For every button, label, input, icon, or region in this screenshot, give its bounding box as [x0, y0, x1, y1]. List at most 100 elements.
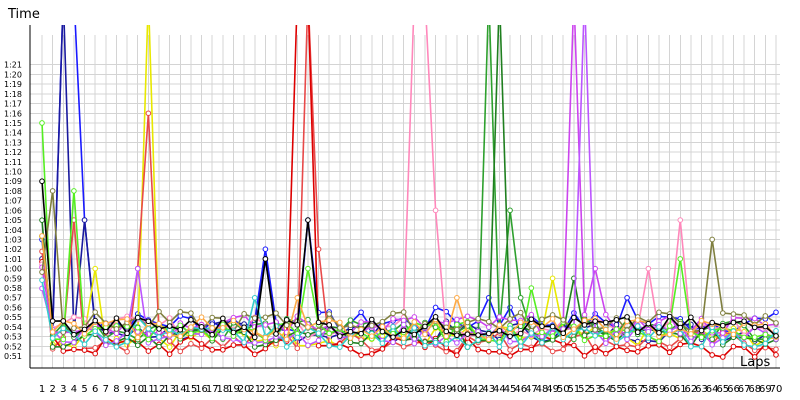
data-point: [156, 334, 162, 340]
data-point: [485, 348, 492, 355]
data-point: [634, 317, 641, 323]
data-point: [92, 309, 98, 315]
data-point: [602, 333, 609, 340]
x-tick-label: 26: [302, 384, 315, 395]
data-point: [677, 217, 684, 223]
data-point: [464, 344, 471, 350]
x-tick-label: 2: [49, 384, 55, 395]
data-point: [602, 326, 609, 333]
x-tick-label: 18: [216, 384, 229, 395]
data-point: [485, 318, 492, 325]
data-point: [773, 333, 779, 339]
data-point: [634, 344, 641, 350]
data-point: [390, 339, 396, 346]
x-tick-label: 8: [113, 384, 119, 395]
y-tick-label: 1:05: [4, 216, 22, 225]
series-line: [41, 235, 777, 341]
data-point: [198, 314, 205, 320]
data-point: [485, 330, 492, 337]
data-point: [113, 315, 120, 321]
data-point: [283, 317, 290, 323]
data-point: [103, 342, 109, 349]
data-point: [517, 294, 524, 301]
data-point: [368, 351, 375, 357]
data-point: [581, 322, 588, 328]
data-point: [400, 343, 407, 350]
data-point: [602, 311, 609, 318]
x-tick-label: 32: [365, 384, 378, 395]
x-tick-label: 4: [71, 384, 77, 395]
data-point: [134, 334, 141, 341]
x-tick-label: 60: [663, 384, 676, 395]
data-point: [241, 311, 247, 317]
data-point: [326, 317, 333, 323]
data-point: [454, 340, 460, 346]
data-point: [560, 346, 567, 353]
data-point: [400, 321, 407, 328]
data-point: [517, 343, 524, 350]
data-point: [49, 188, 56, 194]
data-point: [337, 325, 343, 331]
x-tick-label: 25: [291, 384, 304, 395]
data-point: [368, 316, 375, 323]
data-point: [81, 326, 88, 333]
data-point: [124, 316, 130, 322]
data-point: [581, 337, 588, 344]
series-line: [41, 190, 777, 334]
data-point: [602, 350, 609, 357]
x-tick-label: 7: [103, 384, 109, 395]
data-point: [581, 317, 588, 324]
data-point: [81, 341, 88, 348]
data-point: [71, 188, 77, 194]
data-point: [156, 320, 162, 327]
x-tick-label: 52: [578, 384, 591, 395]
x-tick-label: 31: [355, 384, 368, 395]
x-tick-label: 69: [759, 384, 772, 395]
data-point: [39, 269, 45, 275]
data-point: [39, 277, 45, 283]
data-point: [454, 332, 460, 339]
data-point: [188, 330, 194, 337]
data-point: [400, 327, 407, 334]
data-point: [698, 343, 705, 350]
data-point: [198, 324, 205, 330]
data-point: [315, 337, 322, 344]
data-point: [730, 311, 737, 317]
data-point: [315, 246, 322, 252]
data-point: [166, 344, 173, 350]
x-tick-label: 19: [227, 384, 240, 395]
data-point: [751, 315, 758, 322]
data-point: [634, 329, 641, 336]
x-tick-label: 67: [738, 384, 751, 395]
data-point: [188, 310, 194, 316]
data-point: [251, 351, 258, 358]
data-point: [49, 329, 56, 335]
data-point: [326, 330, 333, 337]
data-point: [145, 326, 152, 332]
data-point: [358, 340, 364, 347]
x-tick-label: 37: [419, 384, 432, 395]
data-point: [294, 294, 301, 301]
data-point: [677, 324, 684, 331]
data-point: [305, 217, 311, 223]
data-point: [220, 315, 226, 322]
data-point: [347, 335, 354, 341]
data-point: [454, 321, 460, 328]
data-point: [230, 342, 237, 348]
y-tick-label: 0:59: [4, 274, 22, 283]
x-tick-label: 46: [514, 384, 527, 395]
y-tick-label: 1:12: [4, 148, 22, 157]
data-point: [113, 338, 120, 344]
data-point: [773, 346, 779, 353]
data-point: [528, 330, 535, 336]
x-tick-label: 15: [185, 384, 198, 395]
data-point: [71, 325, 77, 331]
data-point: [230, 317, 237, 324]
data-point: [464, 331, 471, 337]
data-point: [262, 256, 269, 262]
x-tick-label: 13: [163, 384, 176, 395]
x-tick-label: 59: [653, 384, 666, 395]
data-point: [103, 320, 109, 327]
data-point: [762, 340, 769, 347]
